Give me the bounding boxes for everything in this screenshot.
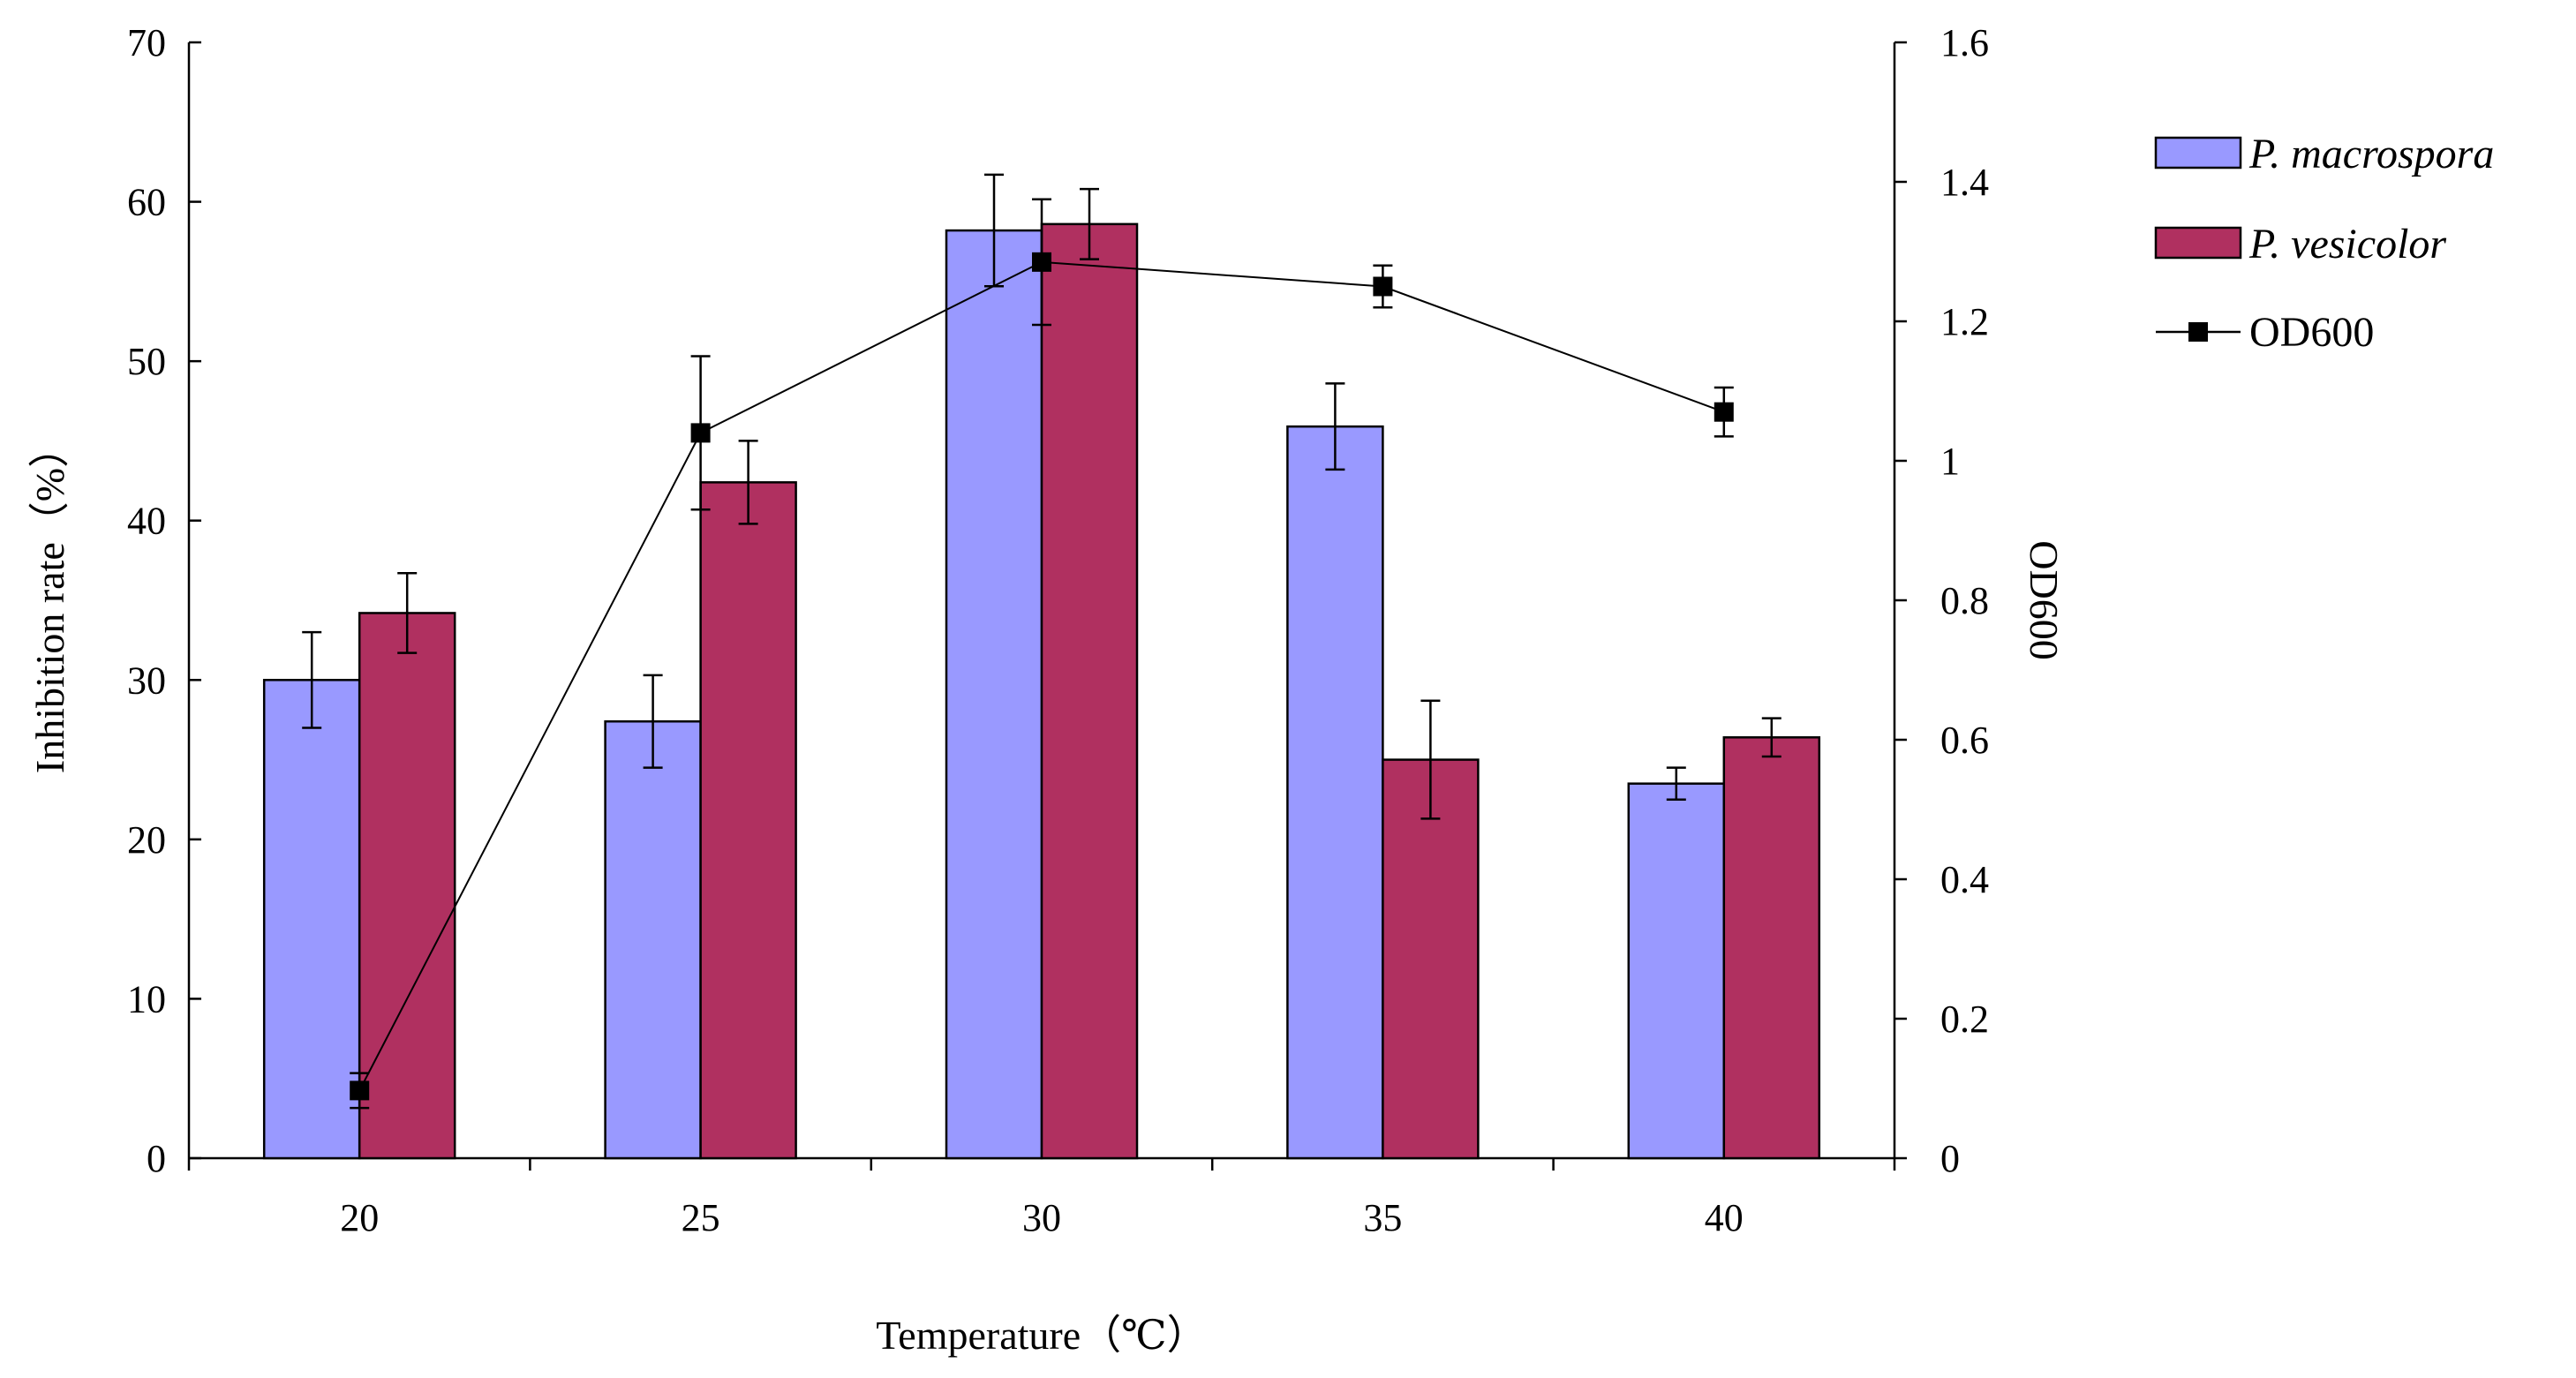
legend-marker-od600 — [2188, 322, 2208, 342]
bar-p-vesicolor — [1382, 758, 1480, 1160]
bar-p-macrospora — [1286, 425, 1384, 1160]
od600-point — [1373, 276, 1393, 297]
bars — [262, 173, 1821, 1160]
bar-p-vesicolor — [1040, 222, 1139, 1160]
legend-swatch-p-vesicolor — [2154, 226, 2242, 260]
y2-tick-label: 0 — [1940, 1137, 1960, 1180]
bar-p-vesicolor — [699, 481, 797, 1160]
bar-p-macrospora — [604, 719, 702, 1160]
od600-point — [1714, 402, 1734, 422]
y-tick-label: 40 — [127, 500, 166, 543]
od600-point — [350, 1081, 370, 1101]
left-y-ticks: 0 10 20 30 40 50 60 70 — [127, 21, 201, 1180]
bar-p-vesicolor — [358, 612, 456, 1160]
legend-label-od600: OD600 — [2249, 309, 2374, 356]
y2-tick-label: 0.2 — [1940, 998, 1989, 1041]
legend: P. macrospora P. vesicolor OD600 — [2154, 131, 2494, 356]
y2-tick-label: 1.2 — [1940, 300, 1989, 343]
y-tick-label: 10 — [127, 977, 166, 1020]
y-tick-label: 50 — [127, 340, 166, 383]
y-tick-label: 20 — [127, 818, 166, 862]
y-tick-label: 70 — [127, 21, 166, 64]
legend-label-p-macrospora: P. macrospora — [2248, 131, 2494, 177]
x-tick-label: 35 — [1363, 1196, 1402, 1239]
y2-tick-label: 1 — [1940, 440, 1960, 483]
y2-tick-label: 0.4 — [1940, 858, 1989, 901]
y2-tick-label: 0.6 — [1940, 719, 1989, 762]
x-ticks: 20 25 30 35 40 — [187, 1158, 1896, 1239]
bar-p-macrospora — [262, 679, 361, 1160]
x-tick-label: 30 — [1022, 1196, 1061, 1239]
bar-p-macrospora — [945, 229, 1043, 1160]
y-tick-label: 60 — [127, 181, 166, 224]
y2-tick-label: 0.8 — [1940, 579, 1989, 622]
y2-tick-label: 1.4 — [1940, 161, 1989, 204]
x-tick-label: 40 — [1705, 1196, 1744, 1239]
legend-swatch-p-macrospora — [2154, 136, 2242, 169]
legend-label-p-vesicolor: P. vesicolor — [2248, 221, 2446, 267]
x-axis-title: Temperature（℃） — [876, 1313, 1207, 1358]
od600-point — [1032, 252, 1051, 272]
bar-p-vesicolor — [1722, 736, 1821, 1160]
bar-p-macrospora — [1627, 782, 1726, 1160]
y2-tick-label: 1.6 — [1940, 21, 1989, 64]
x-tick-label: 25 — [682, 1196, 720, 1239]
right-y-ticks: 0 0.2 0.4 0.6 0.8 1 1.2 1.4 1.6 — [1894, 21, 1989, 1180]
y-tick-label: 30 — [127, 659, 166, 702]
od600-line-series — [350, 198, 1734, 1110]
x-tick-label: 20 — [340, 1196, 379, 1239]
y-axis-title: Inhibition rate（%） — [27, 427, 72, 773]
y2-axis-title: OD600 — [2022, 540, 2067, 659]
od600-point — [690, 423, 711, 443]
y-tick-label: 0 — [147, 1137, 166, 1180]
